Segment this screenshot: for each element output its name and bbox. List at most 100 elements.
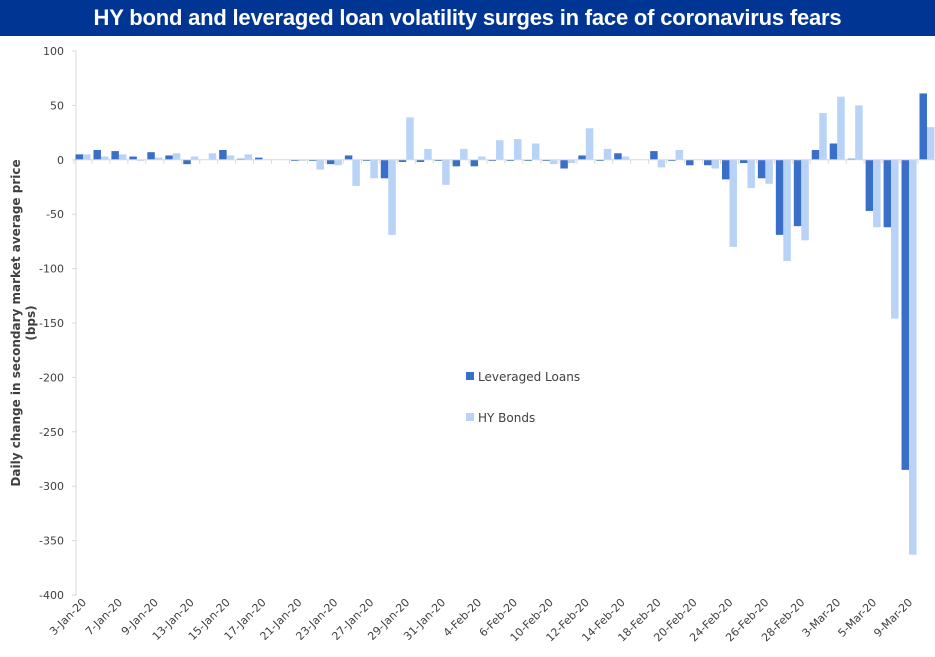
y-tick-label: 50 — [50, 99, 64, 112]
bar-leveraged-loans — [614, 153, 622, 160]
bar-leveraged-loans — [434, 159, 443, 161]
legend-label-hy-bonds: HY Bonds — [478, 411, 535, 425]
bar-leveraged-loans — [362, 159, 371, 161]
y-tick-label: -150 — [39, 317, 64, 330]
bar-hy-bonds — [531, 143, 540, 160]
y-tick-label: -300 — [39, 480, 64, 493]
bar-leveraged-loans — [542, 159, 550, 161]
x-tick-label: 4-Feb-20 — [441, 596, 484, 639]
y-axis: 100 50 0 -50 -100 -150 -200 -250 -300 -350 -400 — [39, 45, 77, 602]
bar-hy-bonds — [585, 128, 594, 160]
y-tick-label: 0 — [57, 154, 64, 167]
bar-leveraged-loans — [883, 159, 892, 228]
x-tick-label: 9-Mar-20 — [871, 596, 915, 640]
y-axis-title: Daily change in secondary market average… — [9, 159, 38, 486]
bar-leveraged-loans — [847, 158, 856, 160]
bar-leveraged-loans — [650, 151, 658, 160]
x-tick-label: 7-Jan-20 — [83, 596, 125, 638]
bar-hy-bonds — [873, 159, 881, 228]
bar-hy-bonds — [837, 96, 845, 160]
bar-leveraged-loans — [901, 159, 910, 470]
bar-hy-bonds — [765, 159, 773, 184]
bar-leveraged-loans — [237, 158, 245, 160]
bar-leveraged-loans — [919, 93, 927, 160]
bar-hy-bonds — [352, 159, 360, 186]
bar-leveraged-loans — [811, 150, 820, 160]
bar-hy-bonds — [603, 148, 612, 160]
bar-leveraged-loans — [596, 159, 604, 161]
bar-leveraged-loans — [219, 150, 227, 160]
bar-leveraged-loans — [344, 155, 353, 160]
y-tick-label: 100 — [43, 45, 64, 58]
bar-hy-bonds — [154, 157, 163, 160]
bar-leveraged-loans — [416, 159, 425, 162]
y-tick-label: -50 — [46, 208, 64, 221]
bar-hy-bonds — [388, 159, 396, 235]
legend-swatch-hy-bonds — [466, 413, 474, 421]
bar-hy-bonds — [567, 159, 576, 164]
bar-hy-bonds — [729, 159, 737, 247]
y-tick-label: -350 — [39, 535, 64, 548]
bar-hy-bonds — [370, 159, 378, 179]
y-tick-label: -100 — [39, 263, 64, 276]
bar-hy-bonds — [478, 156, 486, 160]
bar-leveraged-loans — [488, 159, 497, 161]
y-tick-label: -250 — [39, 426, 64, 439]
bar-leveraged-loans — [686, 159, 694, 166]
bar-leveraged-loans — [147, 152, 155, 160]
bar-leveraged-loans — [470, 159, 479, 167]
bar-leveraged-loans — [398, 159, 407, 162]
bar-hy-bonds — [909, 159, 917, 555]
bar-hy-bonds — [118, 154, 127, 160]
bar-hy-bonds — [100, 156, 109, 160]
bar-hy-bonds — [855, 105, 863, 160]
bar-leveraged-loans — [129, 156, 137, 160]
bar-hy-bonds — [783, 159, 791, 261]
bar-hy-bonds — [298, 159, 306, 161]
bar-leveraged-loans — [326, 159, 335, 165]
bar-leveraged-loans — [255, 157, 263, 160]
chart-title: HY bond and leveraged loan volatility su… — [93, 5, 842, 30]
bar-hy-bonds — [244, 154, 253, 160]
y-axis-title-line-2: (bps) — [24, 305, 38, 340]
bar-leveraged-loans — [721, 159, 730, 180]
bar-leveraged-loans — [775, 159, 784, 235]
bar-hy-bonds — [460, 148, 468, 160]
bar-leveraged-loans — [506, 159, 514, 161]
bar-hy-bonds — [513, 139, 522, 160]
bar-leveraged-loans — [865, 159, 874, 211]
bar-leveraged-loans — [75, 154, 83, 160]
bar-hy-bonds — [208, 153, 217, 160]
y-tick-label: -200 — [39, 371, 64, 384]
bar-hy-bonds — [136, 159, 145, 161]
bar-leveraged-loans — [829, 143, 838, 160]
bar-leveraged-loans — [111, 151, 119, 160]
bar-leveraged-loans — [93, 150, 101, 160]
bar-leveraged-loans — [793, 159, 802, 227]
bar-hy-bonds — [549, 159, 558, 165]
bar-hy-bonds — [442, 159, 450, 185]
bar-leveraged-loans — [560, 159, 568, 169]
chart-title-bar: HY bond and leveraged loan volatility su… — [0, 0, 935, 36]
bar-hy-bonds — [496, 140, 504, 160]
bars — [75, 93, 935, 555]
bar-hy-bonds — [226, 155, 235, 160]
bar-leveraged-loans — [524, 159, 532, 161]
bar-hy-bonds — [83, 154, 91, 160]
legend: Leveraged Loans HY Bonds — [466, 370, 580, 425]
legend-label-leveraged-loans: Leveraged Loans — [478, 370, 580, 384]
bar-hy-bonds — [621, 156, 630, 160]
bar-hy-bonds — [406, 117, 414, 160]
bar-leveraged-loans — [380, 159, 389, 179]
bar-hy-bonds — [747, 159, 755, 189]
bar-leveraged-loans — [183, 159, 191, 165]
bar-leveraged-loans — [578, 155, 586, 160]
bar-hy-bonds — [172, 153, 181, 160]
y-tick-label: -400 — [39, 589, 64, 602]
y-axis-title-line-1: Daily change in secondary market average… — [9, 159, 23, 486]
x-axis — [72, 159, 935, 596]
bar-leveraged-loans — [452, 159, 461, 167]
bar-hy-bonds — [927, 127, 935, 160]
bar-hy-bonds — [675, 150, 684, 160]
